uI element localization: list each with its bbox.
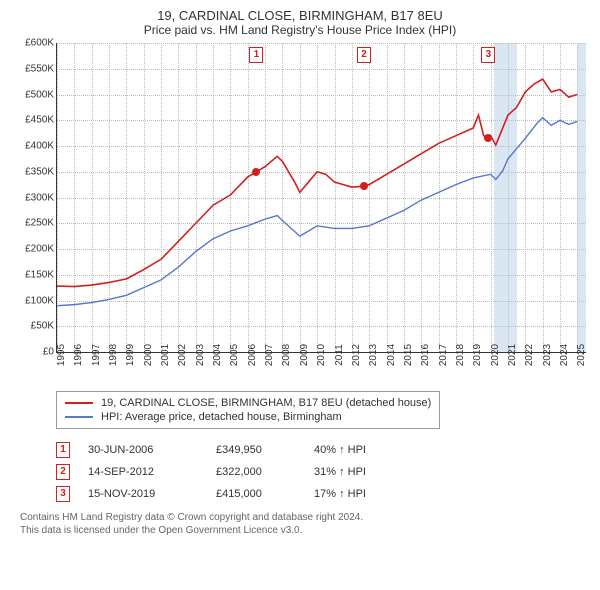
sale-marker-box: 3 (481, 47, 495, 63)
sale-marker-dot (484, 134, 492, 142)
footer-attribution: Contains HM Land Registry data © Crown c… (20, 511, 586, 537)
y-tick-label: £400K (25, 141, 54, 152)
y-tick-label: £550K (25, 63, 54, 74)
y-tick-label: £350K (25, 166, 54, 177)
y-tick-label: £200K (25, 244, 54, 255)
sale-marker-icon: 2 (56, 464, 70, 480)
sale-date: 14-SEP-2012 (88, 466, 198, 478)
legend-swatch (65, 402, 93, 404)
sale-marker-dot (252, 168, 260, 176)
sale-marker-icon: 1 (56, 442, 70, 458)
sales-row: 2 14-SEP-2012 £322,000 31% ↑ HPI (56, 461, 586, 483)
legend-box: 19, CARDINAL CLOSE, BIRMINGHAM, B17 8EU … (56, 391, 440, 429)
sales-row: 1 30-JUN-2006 £349,950 40% ↑ HPI (56, 439, 586, 461)
legend-swatch (65, 416, 93, 418)
sales-row: 3 15-NOV-2019 £415,000 17% ↑ HPI (56, 483, 586, 505)
y-axis: £0£50K£100K£150K£200K£250K£300K£350K£400… (10, 43, 56, 353)
sale-diff: 40% ↑ HPI (314, 444, 414, 456)
sale-price: £349,950 (216, 444, 296, 456)
y-tick-label: £150K (25, 269, 54, 280)
y-tick-label: £0 (43, 347, 54, 358)
sale-price: £322,000 (216, 466, 296, 478)
sale-price: £415,000 (216, 488, 296, 500)
legend-row: 19, CARDINAL CLOSE, BIRMINGHAM, B17 8EU … (65, 396, 431, 410)
y-tick-label: £100K (25, 295, 54, 306)
series-line (57, 118, 577, 306)
line-series-svg (57, 43, 586, 352)
y-tick-label: £450K (25, 115, 54, 126)
legend-label: 19, CARDINAL CLOSE, BIRMINGHAM, B17 8EU … (101, 397, 431, 409)
sale-marker-icon: 3 (56, 486, 70, 502)
footer-line: This data is licensed under the Open Gov… (20, 524, 586, 537)
sale-marker-box: 2 (357, 47, 371, 63)
y-tick-label: £500K (25, 89, 54, 100)
x-axis: 1995199619971998199920002001200220032004… (56, 353, 586, 383)
legend-row: HPI: Average price, detached house, Birm… (65, 410, 431, 424)
chart-area: £0 £50K £100K £150K £200K £250K £300K £350K £400… (10, 43, 590, 383)
legend-label: HPI: Average price, detached house, Birm… (101, 411, 342, 423)
chart-title: 19, CARDINAL CLOSE, BIRMINGHAM, B17 8EU (10, 8, 590, 23)
plot-area: 1 2 3 (56, 43, 586, 353)
y-tick-label: £250K (25, 218, 54, 229)
sale-diff: 17% ↑ HPI (314, 488, 414, 500)
sale-diff: 31% ↑ HPI (314, 466, 414, 478)
y-tick-label: £50K (31, 321, 54, 332)
chart-subtitle: Price paid vs. HM Land Registry's House … (10, 23, 590, 37)
sale-marker-box: 1 (249, 47, 263, 63)
y-tick-label: £600K (25, 38, 54, 49)
footer-line: Contains HM Land Registry data © Crown c… (20, 511, 586, 524)
sales-table: 1 30-JUN-2006 £349,950 40% ↑ HPI 2 14-SE… (56, 439, 586, 505)
x-tick-label: 2025 (576, 344, 600, 366)
sale-date: 15-NOV-2019 (88, 488, 198, 500)
sale-date: 30-JUN-2006 (88, 444, 198, 456)
sale-marker-dot (360, 182, 368, 190)
y-tick-label: £300K (25, 192, 54, 203)
series-line (57, 79, 577, 287)
